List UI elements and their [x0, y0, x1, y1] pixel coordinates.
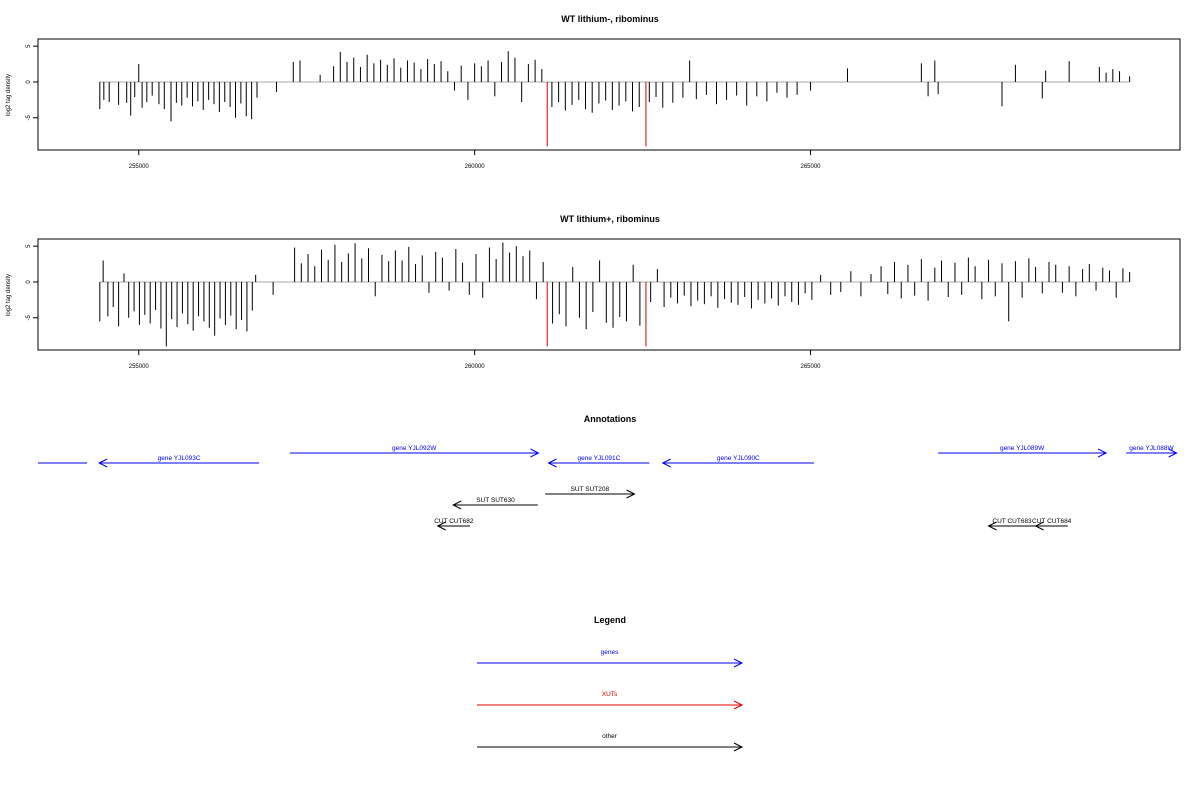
panel2-bars [99, 242, 1131, 347]
legend-label: XUTs [602, 691, 618, 698]
panel2-title: WT lithium+, ribominus [560, 214, 660, 224]
arrowhead-left [547, 458, 557, 468]
annotations-title: Annotations [584, 414, 637, 424]
panel2-frame [37, 238, 1181, 351]
feature-label: gene YJL093C [158, 455, 201, 462]
legend-label: other [602, 733, 618, 740]
x-tick-label: 265000 [801, 164, 822, 170]
panel2-y-axis: 5 0 -5 [26, 244, 38, 320]
feature-label: SUT SUT630 [476, 497, 515, 504]
feature-label: gene YJL090C [717, 455, 760, 462]
panel1-ylabel: log2 tag density [6, 74, 12, 116]
panel-lithium-plus: WT lithium+, ribominus log2 tag density … [6, 214, 1181, 370]
feature-label: SUT SUT208 [571, 486, 610, 493]
feature-label: gene YJL088W [1129, 445, 1174, 452]
panel1-frame [37, 38, 1181, 151]
legend-arrowhead [733, 658, 744, 668]
panel1-bars [99, 51, 1131, 147]
feature-label: CUT CUT684 [1032, 518, 1072, 525]
legend-items: genes XUTs other [477, 649, 744, 752]
panel2-ylabel: log2 tag density [6, 274, 12, 316]
x-tick-label: 255000 [129, 164, 150, 170]
panel2-x-axis: 255000 260000 265000 [129, 350, 821, 370]
feature-label: CUT CUT683 [992, 518, 1032, 525]
y-tick-label: 5 [26, 244, 32, 248]
legend-arrowhead [733, 700, 744, 710]
y-tick-label: 5 [26, 44, 32, 48]
arrowhead-left [452, 500, 462, 510]
y-tick-label: 0 [26, 280, 32, 284]
legend-arrowhead [733, 742, 744, 752]
arrowhead-left [1034, 521, 1044, 531]
feature-label: CUT CUT682 [434, 518, 474, 525]
legend-title: Legend [594, 615, 626, 625]
panel1-title: WT lithium-, ribominus [561, 14, 659, 24]
legend-panel: Legend genes XUTs other [477, 615, 744, 752]
arrowhead-right [1168, 448, 1178, 458]
legend-label: genes [601, 649, 619, 656]
feature-label: gene YJL092W [392, 445, 437, 452]
panel1-x-axis: 255000 260000 265000 [129, 150, 821, 170]
x-tick-label: 255000 [129, 364, 150, 370]
arrowhead-right [1097, 448, 1108, 458]
arrowhead-right [530, 448, 540, 458]
y-tick-label: -5 [26, 114, 32, 120]
annotation-features: gene YJL093C gene YJL092W gene YJL091C gene… [38, 445, 1178, 531]
x-tick-label: 260000 [465, 164, 486, 170]
feature-label: gene YJL089W [1000, 445, 1045, 452]
feature-label: gene YJL091C [577, 455, 620, 462]
panel-lithium-minus: WT lithium-, ribominus log2 tag density … [6, 14, 1181, 170]
x-tick-label: 260000 [465, 364, 486, 370]
arrowhead-left [436, 521, 446, 531]
panel1-y-axis: 5 0 -5 [26, 44, 38, 120]
arrowhead-left [661, 458, 671, 468]
y-tick-label: 0 [26, 80, 32, 84]
arrowhead-left [98, 458, 108, 468]
arrowhead-right [626, 489, 636, 499]
y-tick-label: -5 [26, 314, 32, 320]
x-tick-label: 265000 [801, 364, 822, 370]
arrowhead-left [987, 521, 997, 531]
